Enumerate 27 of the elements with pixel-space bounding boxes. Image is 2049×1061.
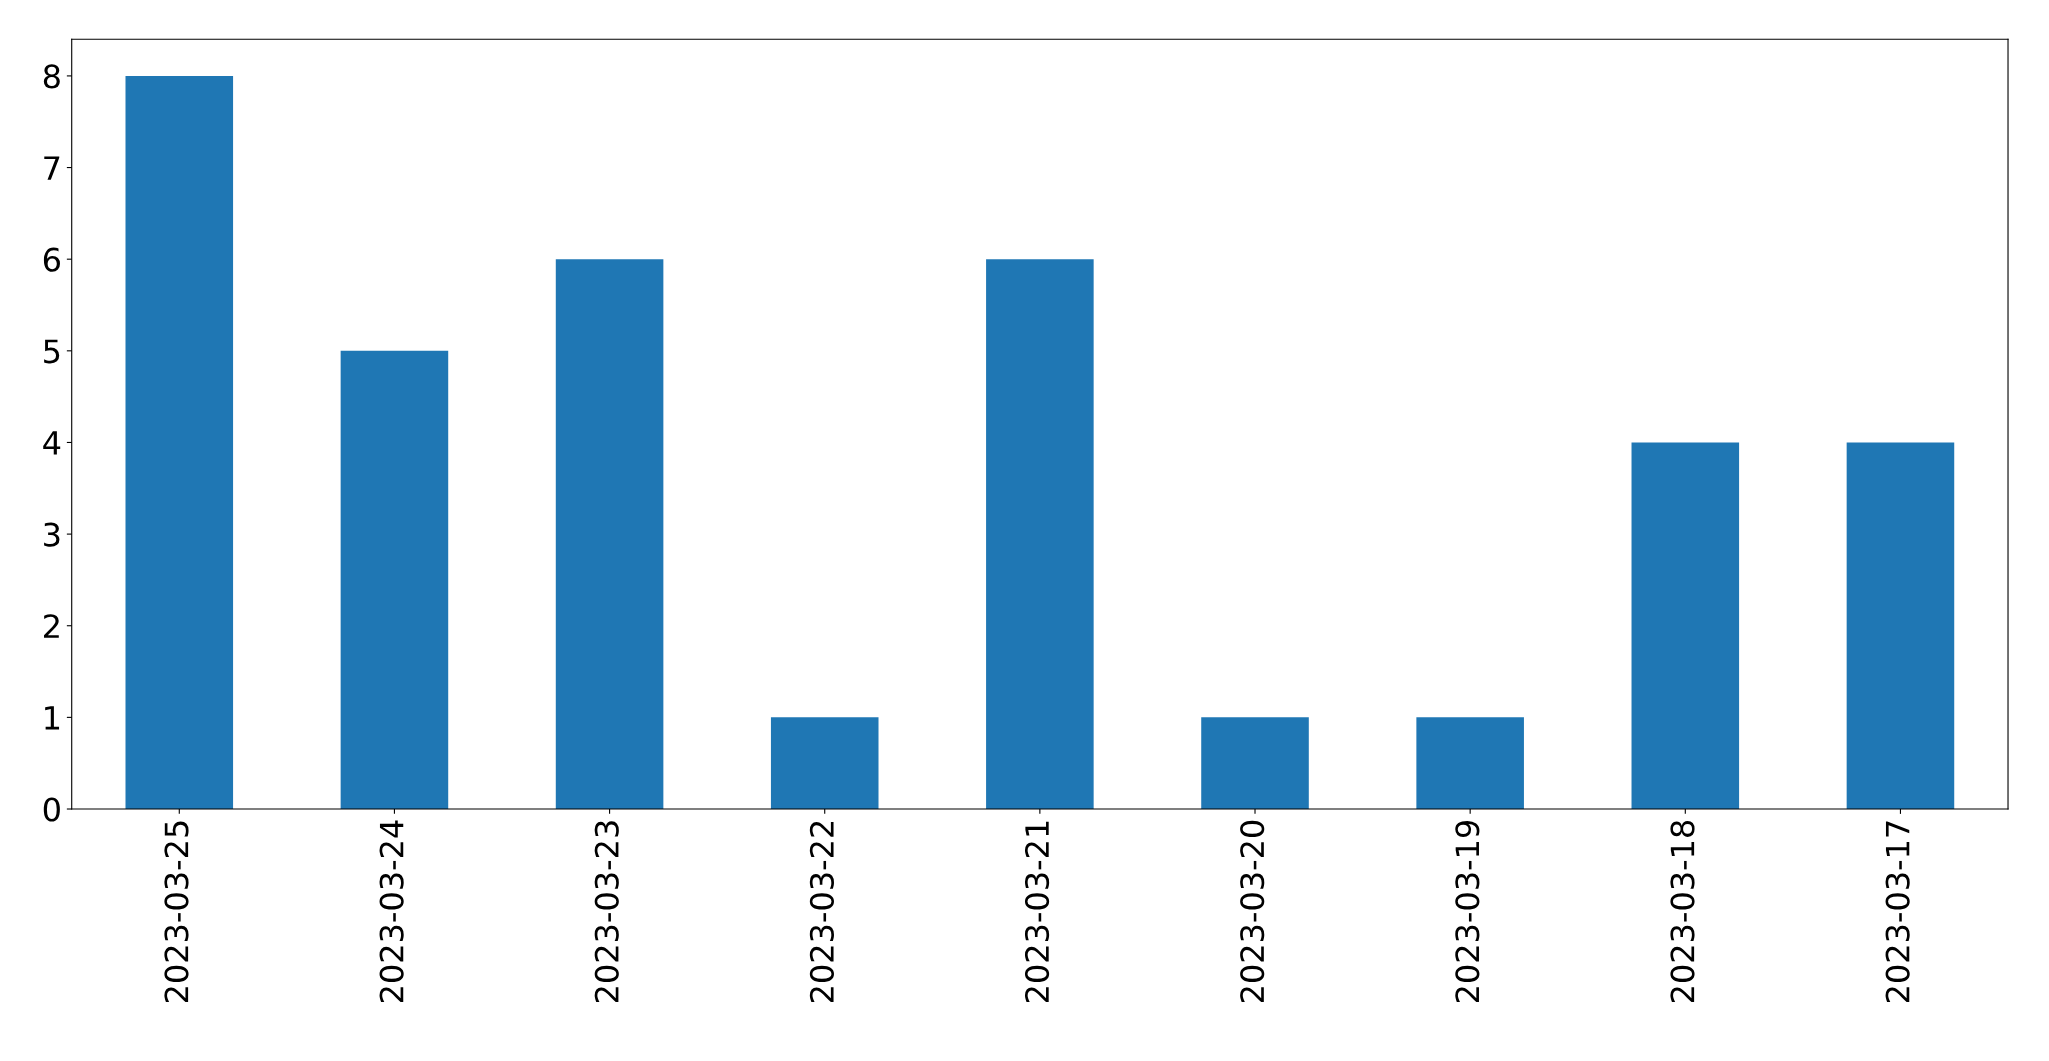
bar (1846, 442, 1955, 810)
y-tick-label: 2 (44, 614, 59, 638)
y-tick-label: 0 (43, 797, 60, 822)
x-tick-label: 2023-03-17 (1885, 821, 1910, 1003)
y-tick-label: 1 (45, 706, 60, 730)
bar (1416, 717, 1524, 810)
x-tick-label: 2023-03-25 (164, 821, 189, 1003)
x-tick-label: 2023-03-22 (809, 821, 834, 1003)
bar (986, 259, 1094, 810)
bar (555, 259, 664, 810)
bar (1201, 717, 1309, 810)
bar (770, 717, 879, 810)
y-tick-label: 7 (44, 156, 60, 180)
x-tick-label: 2023-03-18 (1670, 820, 1695, 1003)
bar (1631, 442, 1740, 810)
y-tick-label: 4 (43, 431, 61, 455)
x-tick-label: 2023-03-19 (1455, 820, 1480, 1003)
x-tick-label: 2023-03-24 (379, 820, 404, 1003)
bar (125, 75, 234, 810)
x-tick-label: 2023-03-21 (1024, 821, 1050, 1003)
y-tick-label: 5 (44, 339, 60, 364)
y-tick-label: 6 (43, 247, 60, 272)
x-tick-label: 2023-03-20 (1240, 820, 1265, 1003)
y-tick-label: 8 (43, 64, 60, 89)
y-tick-label: 3 (44, 522, 60, 547)
bar (340, 350, 449, 810)
x-tick-label: 2023-03-23 (594, 821, 619, 1003)
